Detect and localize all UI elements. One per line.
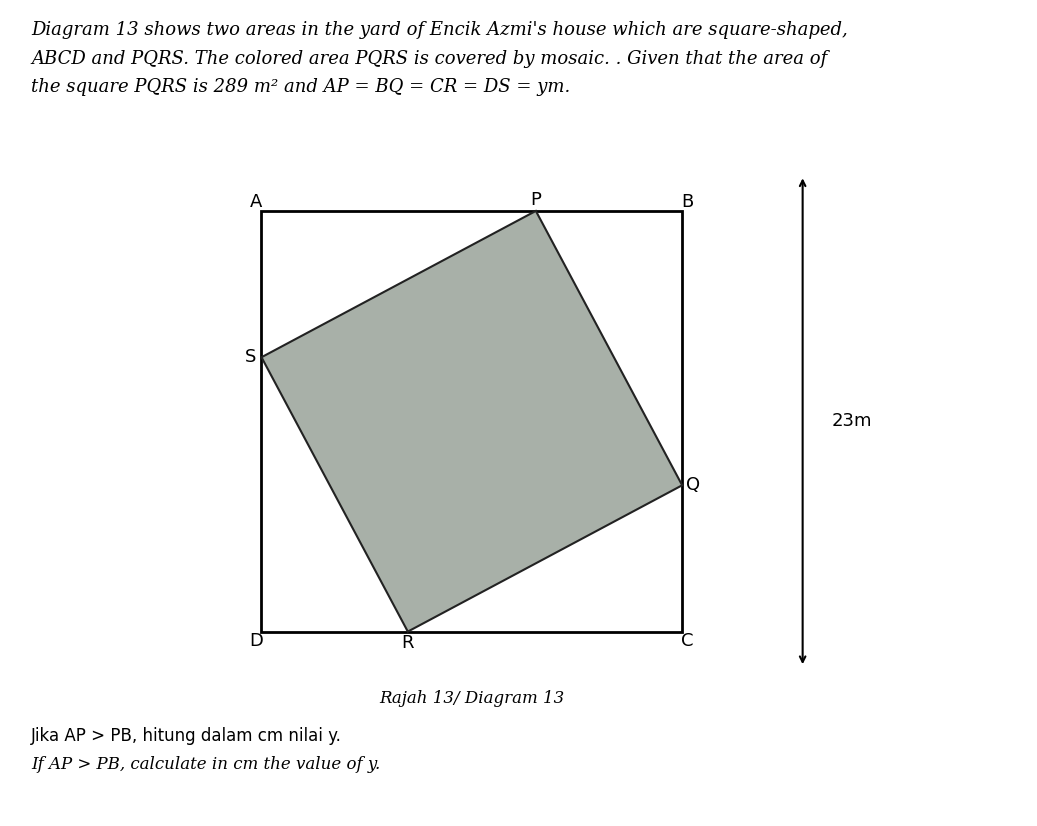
Text: D: D xyxy=(249,632,263,650)
Text: Diagram 13 shows two areas in the yard of Encik Azmi's house which are square-sh: Diagram 13 shows two areas in the yard o… xyxy=(31,21,848,39)
Text: P: P xyxy=(530,191,541,209)
Text: 23m: 23m xyxy=(832,412,872,430)
Text: the square PQRS is 289 m² and AP = BQ = CR = DS = ym.: the square PQRS is 289 m² and AP = BQ = … xyxy=(31,78,570,97)
Text: Rajah 13/ Diagram 13: Rajah 13/ Diagram 13 xyxy=(380,690,564,707)
Text: R: R xyxy=(401,634,414,652)
Text: ABCD and PQRS. The colored area PQRS is covered by mosaic. . Given that the area: ABCD and PQRS. The colored area PQRS is … xyxy=(31,50,828,68)
Text: If AP > PB, calculate in cm the value of y.: If AP > PB, calculate in cm the value of… xyxy=(31,756,381,773)
Text: Jika AP > PB, hitung dalam cm nilai y.: Jika AP > PB, hitung dalam cm nilai y. xyxy=(31,727,342,745)
Text: B: B xyxy=(681,192,694,211)
Text: C: C xyxy=(681,632,694,650)
Polygon shape xyxy=(261,211,682,632)
Polygon shape xyxy=(261,211,682,632)
Text: A: A xyxy=(250,192,262,211)
Text: Q: Q xyxy=(686,477,700,494)
Text: S: S xyxy=(245,349,256,366)
